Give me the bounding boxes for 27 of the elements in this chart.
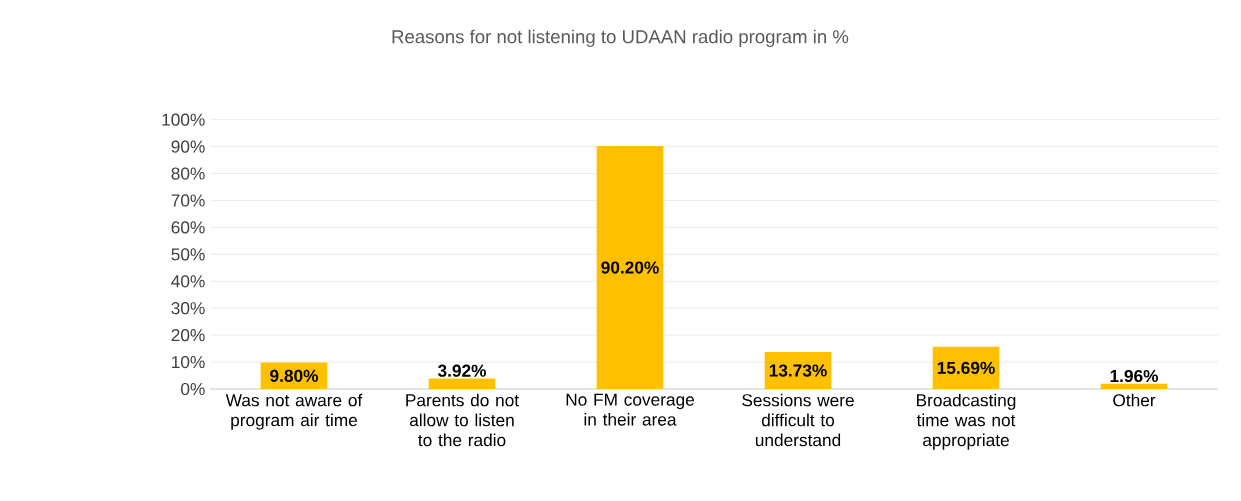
data-label: 1.96% (1110, 369, 1159, 383)
y-tick-label: 50% (171, 248, 205, 261)
x-tick-label: Was not aware of program air time (225, 393, 363, 430)
bar (428, 378, 496, 389)
y-tick-label: 90% (171, 140, 205, 153)
x-tick-label: Parents do not allow to listen to the radio (406, 393, 519, 447)
y-tick-label: 80% (171, 167, 205, 180)
y-tick-label: 100% (162, 113, 205, 126)
data-label: 90.20% (601, 261, 659, 274)
x-tick-label: No FM coverage in their area (566, 393, 694, 426)
data-label: 3.92% (437, 364, 487, 377)
bar (596, 146, 664, 389)
y-tick-label: 40% (171, 275, 205, 288)
x-tick-label: Sessions were difficult to understand (742, 393, 854, 447)
bar (1100, 383, 1168, 389)
y-tick-label: 0% (181, 382, 205, 396)
x-tick-label: Other (1113, 393, 1156, 407)
y-tick-label: 70% (171, 194, 205, 207)
y-tick-label: 60% (171, 221, 205, 234)
data-label: 15.69% (937, 361, 995, 374)
chart-title: Reasons for not listening to UDAAN radio program in % (392, 29, 849, 47)
y-tick-label: 10% (172, 355, 205, 369)
y-tick-label: 20% (171, 329, 205, 342)
data-label: 13.73% (769, 364, 827, 377)
data-label: 9.80% (270, 369, 319, 382)
x-tick-label: Broadcasting time was not appropriate (916, 393, 1016, 450)
y-tick-label: 30% (171, 302, 205, 315)
